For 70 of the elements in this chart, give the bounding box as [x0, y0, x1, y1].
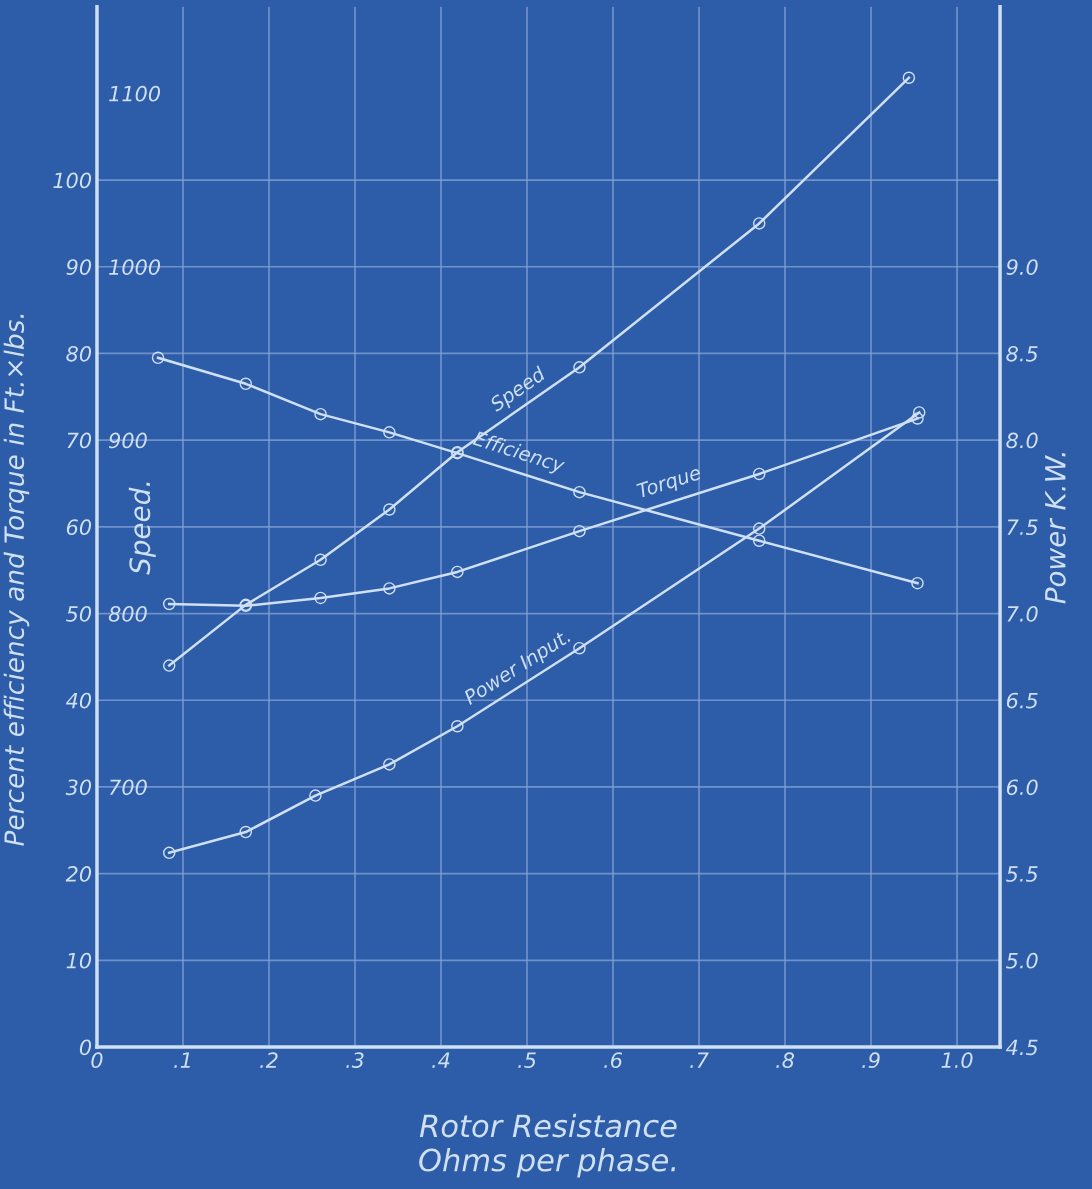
y3-tick-label: 6.5	[1006, 692, 1038, 709]
y3-tick-label: 6.0	[1006, 779, 1038, 796]
point	[752, 534, 766, 547]
point	[752, 217, 766, 230]
text: Torque	[636, 464, 703, 502]
point	[383, 503, 396, 516]
point	[911, 412, 924, 425]
x-tick-label: .4	[432, 1052, 450, 1068]
y-tick-label: 40	[65, 692, 92, 709]
point	[239, 377, 253, 391]
y2-tick-label: 800	[108, 606, 147, 622]
x-axis-title: Rotor Resistance Ohms per phase.	[419, 1113, 677, 1178]
point	[573, 361, 586, 374]
y3-tick-label: 5.0	[1006, 952, 1038, 969]
point	[309, 789, 322, 802]
y2-axis-title: Speed.	[128, 482, 156, 575]
point	[752, 467, 766, 481]
y3-axis-title: Power K.W.	[1045, 453, 1066, 604]
point	[573, 524, 586, 538]
x-tick-label: 0	[91, 1052, 103, 1069]
y3-tick-label: 7.5	[1007, 519, 1038, 536]
y2-tick-label: 900	[109, 432, 147, 449]
point	[383, 426, 396, 439]
y3-tick-label: 8.0	[1006, 432, 1038, 449]
x-tick-label: .9	[862, 1052, 880, 1069]
point	[383, 582, 396, 595]
x-tick-label: .8	[776, 1052, 795, 1069]
point	[912, 406, 926, 419]
y2-tick-label: 700	[110, 779, 147, 796]
y3-tick-label: 9.0	[1006, 259, 1038, 275]
y-tick-label: 0	[79, 1039, 92, 1056]
y2-tick-label: 1100	[109, 85, 161, 102]
y-tick-label: 50	[66, 606, 92, 622]
y3-tick-label: 4.5	[1005, 1039, 1038, 1056]
y3-tick-label: 7.0	[1007, 606, 1038, 622]
point	[151, 351, 165, 365]
y-tick-label: 70	[67, 432, 92, 449]
x-tick-label: .3	[346, 1052, 364, 1069]
point	[314, 591, 327, 605]
point	[314, 407, 327, 421]
y2-tick-label: 1000	[109, 259, 161, 275]
y-tick-label: 20	[65, 866, 92, 882]
x-tick-label: 1.0	[941, 1052, 973, 1069]
x-tick-label: .7	[690, 1052, 709, 1068]
point	[239, 825, 253, 839]
point	[752, 522, 766, 535]
point	[573, 641, 586, 655]
point	[383, 758, 396, 771]
point	[451, 720, 464, 733]
y-tick-label: 100	[53, 172, 92, 189]
point	[162, 597, 176, 611]
point	[573, 485, 586, 499]
x-tick-label: .6	[604, 1052, 623, 1069]
point	[451, 565, 464, 579]
point	[162, 659, 176, 672]
y3-tick-label: 5.5	[1006, 866, 1038, 882]
y-tick-label: 60	[66, 519, 92, 536]
y-tick-label: 90	[66, 259, 92, 275]
point	[902, 71, 916, 85]
point	[314, 553, 327, 567]
point	[162, 846, 176, 860]
point	[911, 576, 924, 590]
y-axis-title: Percent efficiency and Torque in Ft.×lbs.	[3, 314, 30, 846]
y3-tick-label: 8.5	[1006, 345, 1038, 362]
x-tick-label: .2	[260, 1052, 278, 1068]
y-tick-label: 10	[66, 952, 92, 969]
y-tick-label: 80	[66, 345, 92, 362]
x-tick-label: .1	[174, 1052, 190, 1068]
y-tick-label: 30	[65, 779, 92, 796]
x-tick-label: .5	[518, 1052, 536, 1069]
